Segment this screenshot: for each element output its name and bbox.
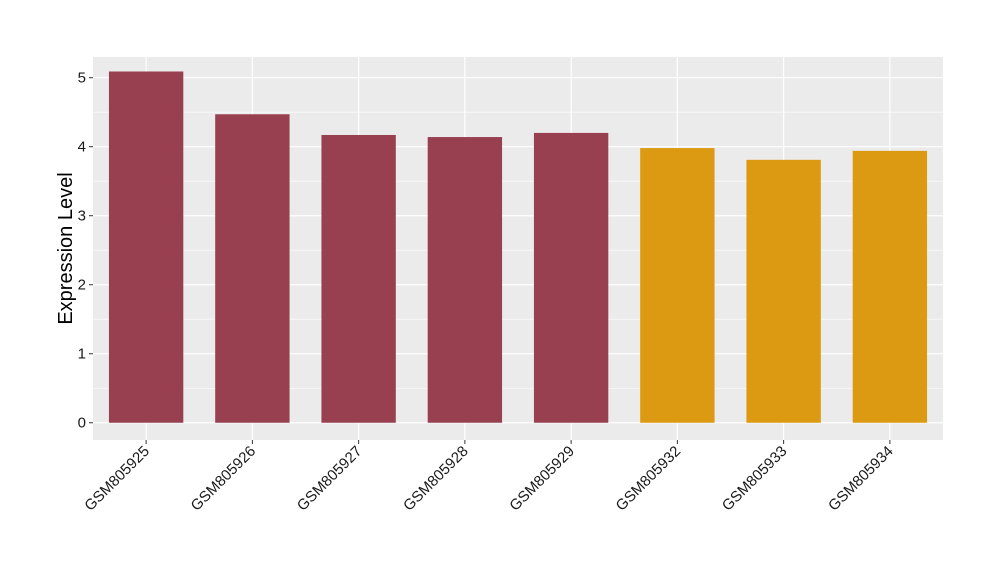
y-axis-title: Expression Level	[55, 172, 77, 324]
bar-gsm805925	[108, 71, 184, 423]
bar-gsm805926	[215, 114, 290, 423]
x-tick-label: GSM805926	[188, 443, 260, 515]
bars	[108, 71, 928, 423]
bar-gsm805929	[533, 132, 609, 423]
x-tick-label: GSM805925	[81, 443, 153, 515]
x-tick-label: GSM805932	[613, 443, 685, 515]
x-tick-label: GSM805929	[506, 443, 578, 515]
x-tick-label: GSM805927	[294, 443, 366, 515]
bar-gsm805932	[640, 148, 715, 423]
bar-gsm805928	[427, 137, 503, 423]
y-tick-label: 5	[78, 70, 86, 87]
y-tick-label: 0	[78, 415, 86, 432]
y-tick-label: 4	[78, 139, 86, 156]
y-tick-label: 1	[78, 346, 86, 363]
y-axis: 0 1 2 3 4 5	[78, 70, 93, 432]
x-tick-label: GSM805928	[400, 443, 472, 515]
y-tick-label: 2	[78, 277, 86, 294]
bar-gsm805934	[852, 150, 928, 423]
x-axis: GSM805925 GSM805926 GSM805927 GSM805928 GSM8…	[81, 440, 897, 515]
x-tick-label: GSM805934	[825, 443, 897, 515]
bar-gsm805933	[746, 159, 821, 423]
x-tick-label: GSM805933	[719, 443, 791, 515]
bar-gsm805927	[321, 134, 396, 423]
y-tick-label: 3	[78, 208, 86, 225]
